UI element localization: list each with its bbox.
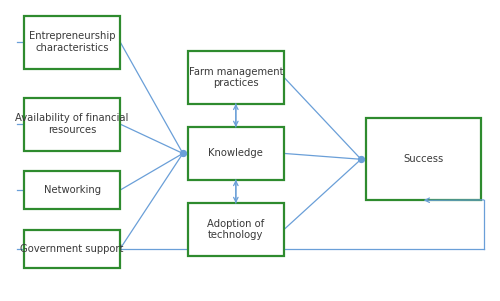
FancyBboxPatch shape	[188, 51, 284, 104]
Point	[357, 157, 365, 162]
Text: Success: Success	[404, 154, 444, 164]
FancyBboxPatch shape	[24, 98, 120, 150]
FancyBboxPatch shape	[188, 127, 284, 180]
FancyBboxPatch shape	[24, 230, 120, 268]
Text: Networking: Networking	[44, 185, 100, 195]
Text: Government support: Government support	[20, 244, 124, 253]
Text: Adoption of
technology: Adoption of technology	[207, 219, 264, 240]
FancyBboxPatch shape	[24, 171, 120, 209]
Text: Knowledge: Knowledge	[208, 148, 264, 158]
Text: Availability of financial
resources: Availability of financial resources	[16, 113, 129, 135]
Text: Farm management
practices: Farm management practices	[188, 67, 283, 88]
FancyBboxPatch shape	[188, 203, 284, 256]
FancyBboxPatch shape	[366, 118, 482, 200]
FancyBboxPatch shape	[24, 16, 120, 69]
Text: Entrepreneurship
characteristics: Entrepreneurship characteristics	[29, 31, 116, 53]
Point	[179, 151, 187, 156]
